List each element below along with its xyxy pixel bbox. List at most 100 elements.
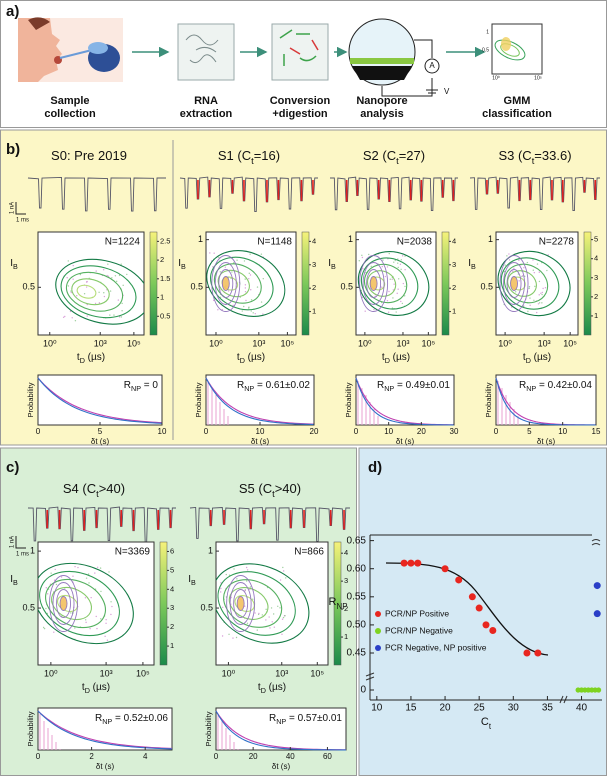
sample-title-part: S4 (C	[63, 481, 96, 496]
contour	[55, 258, 144, 325]
x-axis-label: Ct	[481, 716, 492, 731]
event-dot	[110, 601, 112, 603]
y-axis-label-part: R	[329, 596, 337, 608]
event-dot	[106, 274, 108, 277]
event-dot	[244, 284, 247, 286]
event-dot	[220, 587, 222, 590]
contour	[362, 262, 385, 305]
x-tick-label: 10³	[396, 338, 409, 348]
event-dot	[76, 295, 78, 297]
colorbar-tick-label: 1	[160, 293, 164, 302]
colorbar-tick-label: 3	[170, 603, 174, 612]
event-dot	[391, 278, 393, 281]
colorbar-tick-label: 3	[312, 260, 316, 269]
event-dot	[47, 593, 49, 595]
x-tick-label: 10	[558, 427, 567, 436]
event-dot	[541, 291, 544, 294]
axis-label-part: (µs)	[390, 352, 410, 363]
contour	[503, 262, 525, 305]
event-dot	[268, 616, 270, 618]
density-plot	[215, 541, 329, 666]
x-tick-label: 30	[508, 703, 520, 714]
panel-label: d)	[368, 459, 382, 476]
axis-label-part: B	[181, 262, 186, 271]
event-dot	[256, 629, 258, 631]
y-tick-label: 0.5	[200, 602, 213, 612]
event-dot	[228, 633, 230, 636]
scale-label: 1 nA	[10, 536, 16, 548]
event-dot	[388, 252, 390, 255]
event-dot	[83, 292, 86, 295]
axis-label: Probability	[26, 382, 35, 417]
event-dot	[529, 297, 531, 299]
event-dot	[111, 605, 113, 608]
event-dot	[395, 311, 397, 313]
x-tick-label: 0	[36, 752, 41, 761]
event-dot	[402, 282, 405, 285]
icon-label: 0.5	[482, 47, 489, 53]
contour	[65, 271, 124, 312]
scale-label: 1 ms	[16, 218, 29, 224]
sample-title-part: >40)	[275, 481, 301, 496]
event-dot	[66, 277, 68, 279]
axis-label-part: D	[261, 686, 266, 695]
axis-label-part: B	[13, 578, 18, 587]
sample-title-part: t	[532, 156, 535, 166]
colorbar-tick-label: 4	[312, 236, 316, 245]
event-dot	[397, 288, 399, 290]
axis-label-part: t	[382, 352, 385, 363]
sample-title-part: S1 (C	[218, 148, 251, 163]
event-dot	[84, 597, 87, 599]
y-tick-label: 0.5	[22, 602, 35, 612]
colorbar	[301, 231, 310, 336]
event-dot	[373, 308, 375, 311]
x-tick-label: 20	[310, 427, 319, 436]
event-dot	[285, 577, 287, 579]
histogram-plot	[495, 374, 597, 426]
event-dot	[126, 273, 128, 276]
event-dot	[224, 266, 227, 268]
event-dot	[248, 278, 250, 280]
event-dot	[252, 312, 254, 314]
nanopore-icon	[348, 18, 440, 97]
sample-title-part: =16)	[254, 148, 280, 163]
scale-label: 1 nA	[10, 202, 16, 214]
x-tick-label: 10	[158, 427, 167, 436]
event-dot	[279, 607, 281, 609]
event-dot	[248, 272, 250, 275]
x-tick-label: 10⁰	[43, 338, 57, 348]
event-dot	[389, 278, 391, 280]
x-tick-label: 10⁵	[281, 338, 295, 348]
event-dot	[42, 626, 45, 629]
panel-label: b)	[6, 141, 20, 158]
event-dot	[121, 302, 123, 305]
event-dot	[103, 295, 106, 298]
y-tick-label: 1	[488, 234, 493, 244]
point	[595, 687, 602, 693]
event-dot	[227, 290, 230, 292]
event-dot	[62, 316, 65, 318]
event-dot	[270, 607, 273, 609]
event-dot	[98, 291, 100, 293]
event-dot	[254, 312, 256, 315]
contour	[499, 255, 529, 312]
event-dot	[70, 291, 72, 294]
axis-label-part: t	[258, 682, 261, 693]
n-label: N=1224	[105, 237, 141, 248]
event-dot	[103, 292, 105, 294]
contours	[55, 258, 144, 325]
axis-label: Probability	[194, 382, 203, 417]
y-tick-label: 1	[348, 234, 353, 244]
event-dot	[250, 299, 253, 301]
x-tick-label: 25	[474, 703, 486, 714]
axis-label: IB	[10, 574, 18, 588]
event-dot	[541, 293, 543, 296]
event-dot	[88, 582, 90, 584]
event-dot	[533, 271, 536, 274]
colorbar-tick-label: 0.5	[160, 311, 170, 320]
event-dot	[546, 269, 548, 272]
x-tick-label: 10³	[100, 668, 113, 678]
event-dot	[386, 299, 389, 302]
event-dot	[252, 598, 254, 600]
